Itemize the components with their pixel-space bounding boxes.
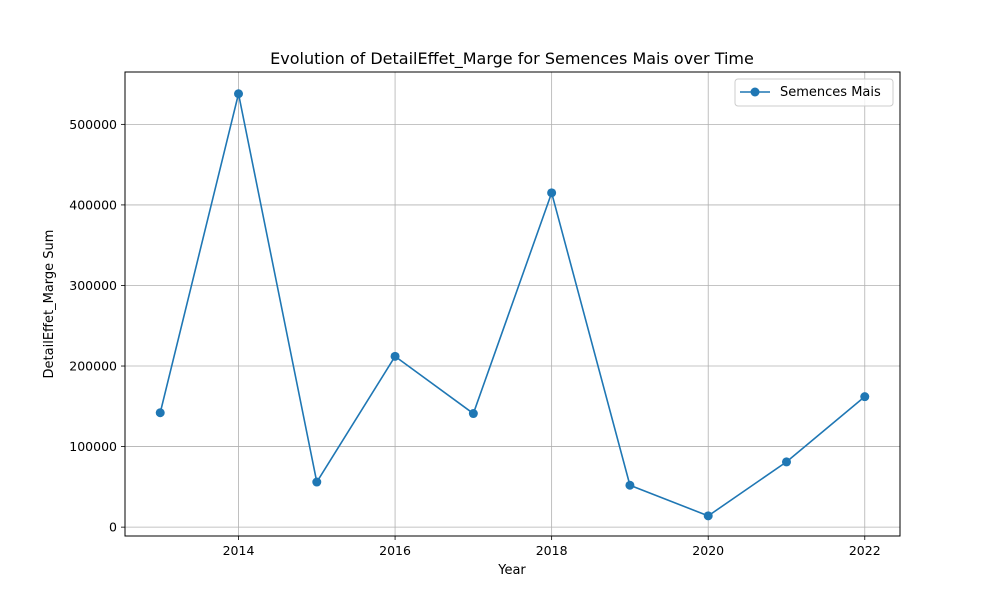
data-point	[781, 457, 791, 467]
y-axis-label: DetailEffet_Marge Sum	[42, 230, 57, 379]
data-point	[625, 480, 635, 490]
data-point	[468, 409, 478, 419]
y-tick-label: 400000	[69, 197, 117, 212]
plot-frame	[124, 71, 901, 537]
x-tick-label: 2014	[223, 543, 255, 558]
legend: Semences Mais	[734, 78, 894, 107]
data-point	[234, 89, 244, 99]
x-axis: 2014 2016 2018 2020 2022	[223, 536, 881, 558]
chart-title: Evolution of DetailEffet_Marge for Semen…	[270, 49, 754, 69]
series-lines	[159, 92, 866, 517]
y-tick-label: 100000	[69, 439, 117, 454]
data-point	[703, 511, 713, 521]
data-point	[390, 351, 400, 361]
x-tick-label: 2022	[849, 543, 881, 558]
x-axis-label: Year	[497, 563, 526, 578]
y-tick-label: 500000	[69, 117, 117, 132]
data-point	[547, 188, 557, 198]
x-tick-label: 2016	[379, 543, 411, 558]
x-tick-label: 2018	[536, 543, 568, 558]
y-tick-label: 0	[109, 520, 117, 535]
grid-lines	[125, 72, 900, 536]
legend-box	[734, 78, 894, 107]
legend-label: Semences Mais	[780, 85, 881, 100]
series-line	[159, 92, 866, 517]
data-points	[155, 89, 870, 521]
data-point	[860, 392, 870, 402]
y-axis: 0 100000 200000 300000 400000 500000	[69, 117, 125, 535]
legend-marker	[750, 87, 760, 97]
y-tick-label: 300000	[69, 278, 117, 293]
data-point	[312, 477, 322, 487]
x-tick-label: 2020	[692, 543, 724, 558]
data-point	[155, 408, 165, 418]
y-tick-label: 200000	[69, 359, 117, 374]
